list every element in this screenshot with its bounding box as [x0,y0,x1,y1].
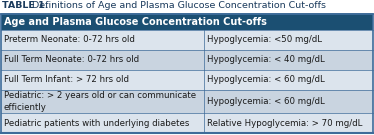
Text: Pediatric patients with underlying diabetes: Pediatric patients with underlying diabe… [4,119,189,128]
Text: Preterm Neonate: 0-72 hrs old: Preterm Neonate: 0-72 hrs old [4,36,135,45]
Text: Definitions of Age and Plasma Glucose Concentration Cut-offs: Definitions of Age and Plasma Glucose Co… [29,1,326,11]
Text: Relative Hypoglycemia: > 70 mg/dL: Relative Hypoglycemia: > 70 mg/dL [207,119,362,128]
Bar [1,30,373,50]
Bar [1,113,373,133]
Bar [1,50,373,70]
Text: Hypoglycemia: < 60 mg/dL: Hypoglycemia: < 60 mg/dL [207,75,325,84]
Bar [1,70,373,90]
Text: Hypoglycemia: <50 mg/dL: Hypoglycemia: <50 mg/dL [207,36,322,45]
Text: Pediatric: > 2 years old or can communicate
efficiently: Pediatric: > 2 years old or can communic… [4,91,196,112]
Bar [1,14,373,30]
Bar [1,14,373,133]
Text: Age and Plasma Glucose Concentration Cut-offs: Age and Plasma Glucose Concentration Cut… [4,17,267,27]
Text: TABLE 1.: TABLE 1. [2,1,49,11]
Bar [1,90,373,113]
Text: Full Term Infant: > 72 hrs old: Full Term Infant: > 72 hrs old [4,75,129,84]
Text: Hypoglycemia: < 60 mg/dL: Hypoglycemia: < 60 mg/dL [207,97,325,106]
Text: Hypoglycemia: < 40 mg/dL: Hypoglycemia: < 40 mg/dL [207,55,325,64]
Text: Full Term Neonate: 0-72 hrs old: Full Term Neonate: 0-72 hrs old [4,55,139,64]
